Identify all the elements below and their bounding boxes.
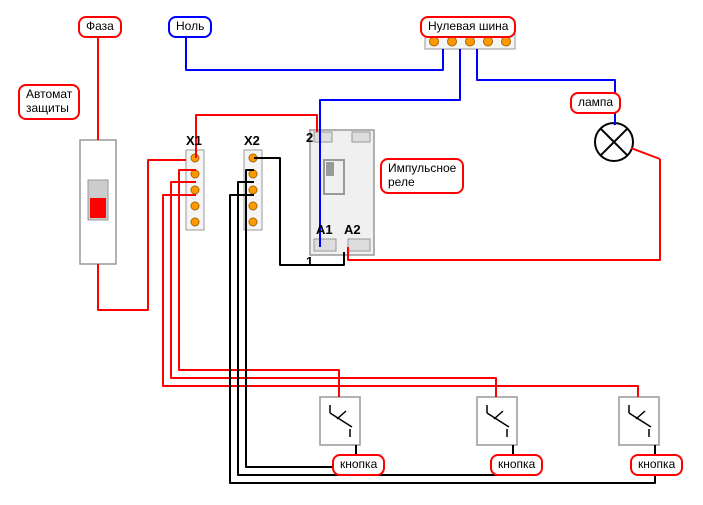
neutral-bus-label: Нулевая шина bbox=[420, 16, 516, 38]
phase-label: Фаза bbox=[78, 16, 122, 38]
neutral-label: Ноль bbox=[168, 16, 212, 38]
wiring-diagram bbox=[0, 0, 703, 505]
pin1-label: 1 bbox=[306, 254, 313, 269]
lamp-label: лампа bbox=[570, 92, 621, 114]
pin2-label: 2 bbox=[306, 130, 313, 145]
x2-label: X2 bbox=[244, 133, 260, 148]
button3-label: кнопка bbox=[630, 454, 683, 476]
relay-label: Импульсное реле bbox=[380, 158, 464, 194]
a2-label: A2 bbox=[344, 222, 361, 237]
x1-label: X1 bbox=[186, 133, 202, 148]
button1-label: кнопка bbox=[332, 454, 385, 476]
a1-label: A1 bbox=[316, 222, 333, 237]
button2-label: кнопка bbox=[490, 454, 543, 476]
breaker-label: Автомат защиты bbox=[18, 84, 80, 120]
